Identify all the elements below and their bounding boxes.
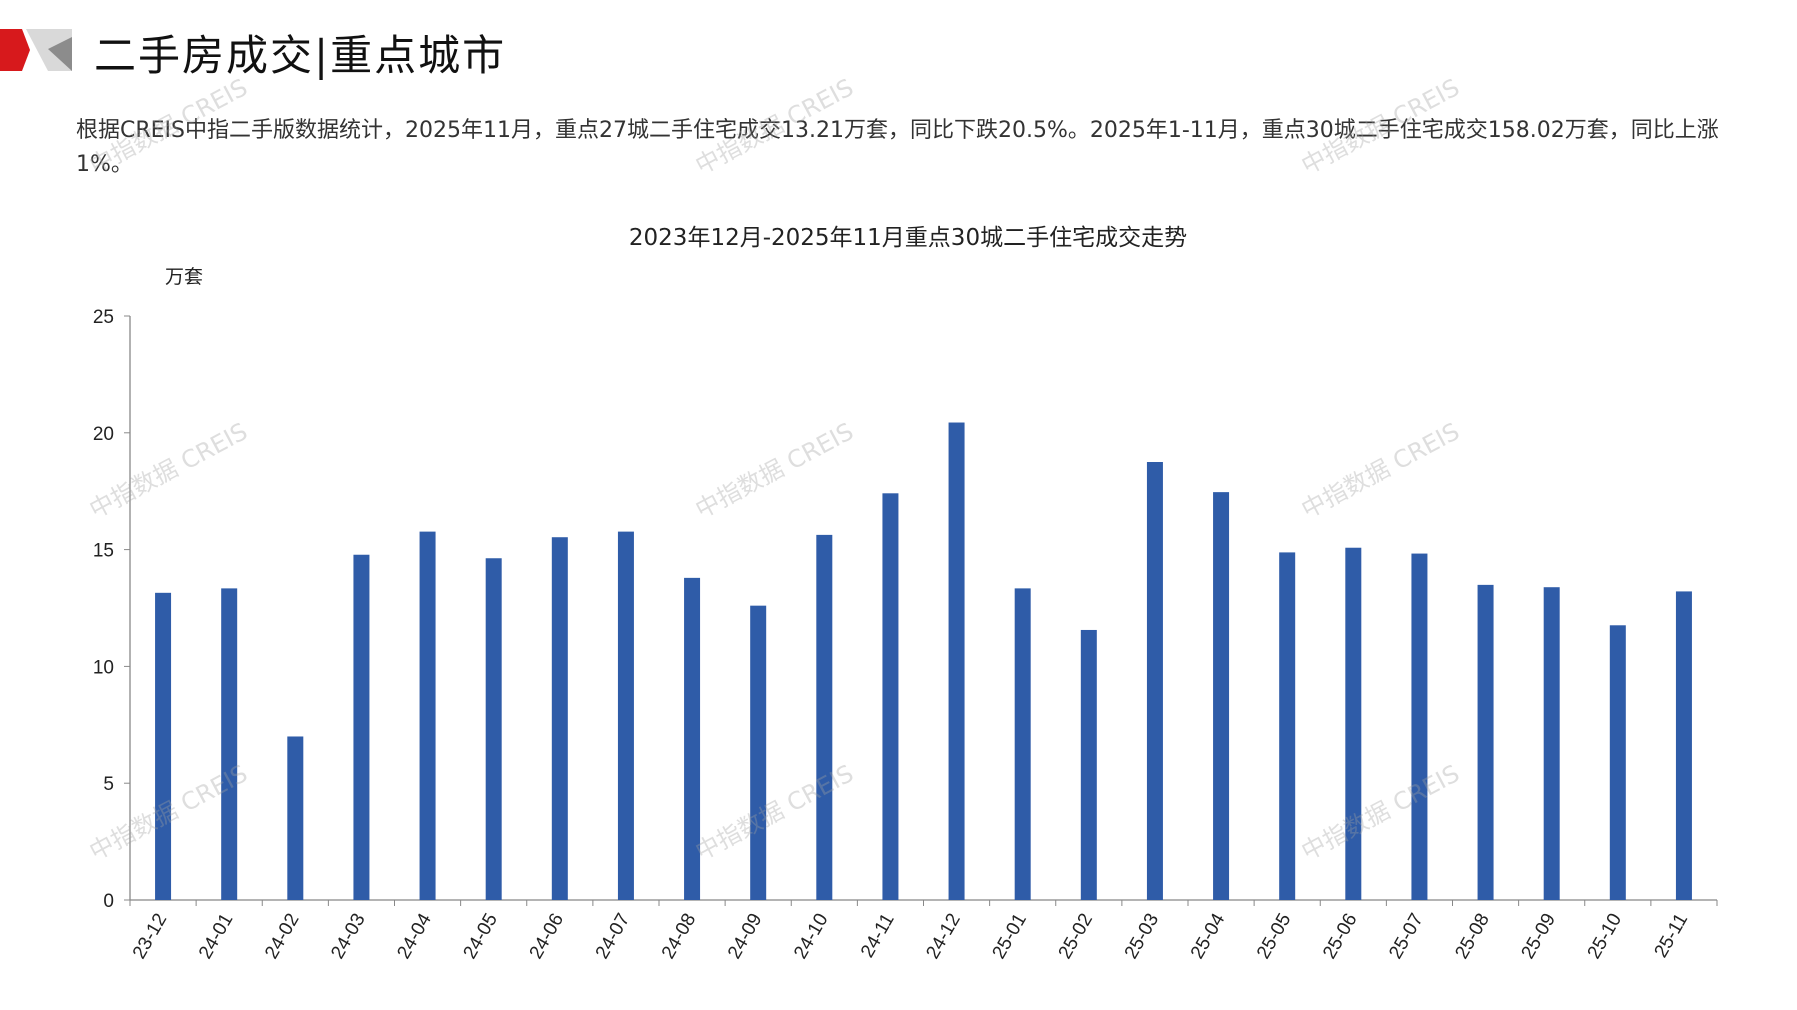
- x-tick-label: 25-03: [1121, 910, 1163, 963]
- bar-25-09: [1543, 587, 1560, 900]
- y-axis-unit: 万套: [165, 266, 203, 288]
- bar-25-08: [1477, 584, 1494, 900]
- x-tick-label: 25-05: [1253, 910, 1295, 963]
- bar-25-03: [1146, 462, 1163, 900]
- y-tick-label: 0: [103, 891, 114, 912]
- x-tick-label: 25-08: [1451, 910, 1493, 963]
- x-tick-label: 23-12: [129, 910, 171, 963]
- x-tick-label: 24-07: [592, 910, 634, 963]
- x-tick-label: 24-08: [658, 910, 700, 963]
- y-tick-label: 15: [93, 541, 114, 562]
- y-tick-label: 5: [103, 774, 114, 795]
- bar-24-12: [948, 422, 965, 900]
- bar-24-05: [485, 558, 502, 900]
- bar-24-10: [816, 534, 833, 900]
- bar-24-02: [287, 736, 304, 900]
- bar-24-03: [353, 554, 370, 900]
- y-tick-label: 20: [93, 424, 114, 445]
- x-tick-label: 25-10: [1584, 910, 1626, 963]
- brand-logo: [0, 29, 72, 71]
- y-tick-label: 25: [93, 307, 114, 328]
- x-tick-label: 25-01: [989, 910, 1031, 963]
- x-tick-label: 24-04: [393, 910, 436, 963]
- x-tick-label: 24-06: [526, 910, 568, 963]
- x-tick-label: 24-05: [460, 910, 502, 963]
- x-tick-label: 25-11: [1650, 910, 1692, 961]
- x-tick-label: 24-10: [790, 910, 832, 963]
- bar-23-12: [155, 592, 172, 900]
- bar-25-04: [1213, 492, 1230, 900]
- x-tick-label: 25-09: [1518, 910, 1560, 963]
- x-tick-label: 24-09: [724, 910, 766, 963]
- x-tick-label: 24-03: [327, 910, 369, 963]
- bar-24-08: [684, 577, 701, 900]
- bar-24-09: [750, 605, 767, 900]
- x-tick-label: 25-04: [1187, 910, 1230, 963]
- x-tick-label: 24-02: [261, 910, 303, 963]
- bar-24-01: [221, 588, 238, 900]
- page-title: 二手房成交|重点城市: [94, 31, 507, 80]
- x-tick-label: 25-07: [1385, 910, 1427, 963]
- bar-25-01: [1014, 588, 1031, 900]
- chart-title: 2023年12月-2025年11月重点30城二手住宅成交走势: [629, 225, 1187, 251]
- bar-25-11: [1675, 591, 1692, 900]
- y-tick-label: 10: [93, 657, 114, 678]
- bar-25-06: [1345, 547, 1362, 900]
- summary-text: 根据CREIS中指二手版数据统计，2025年11月，重点27城二手住宅成交13.…: [76, 118, 1719, 177]
- bar-25-07: [1411, 553, 1428, 900]
- x-tick-label: 24-01: [195, 910, 237, 963]
- x-tick-label: 24-12: [922, 910, 964, 963]
- bar-25-10: [1609, 625, 1626, 900]
- bar-25-05: [1279, 552, 1296, 900]
- bar-24-11: [882, 493, 899, 900]
- bar-24-04: [419, 531, 436, 900]
- x-tick-label: 25-02: [1055, 910, 1097, 963]
- bar-25-02: [1080, 629, 1097, 900]
- x-tick-label: 24-11: [857, 910, 899, 961]
- bar-24-07: [617, 531, 634, 900]
- bar-24-06: [551, 537, 568, 900]
- x-tick-label: 25-06: [1319, 910, 1361, 963]
